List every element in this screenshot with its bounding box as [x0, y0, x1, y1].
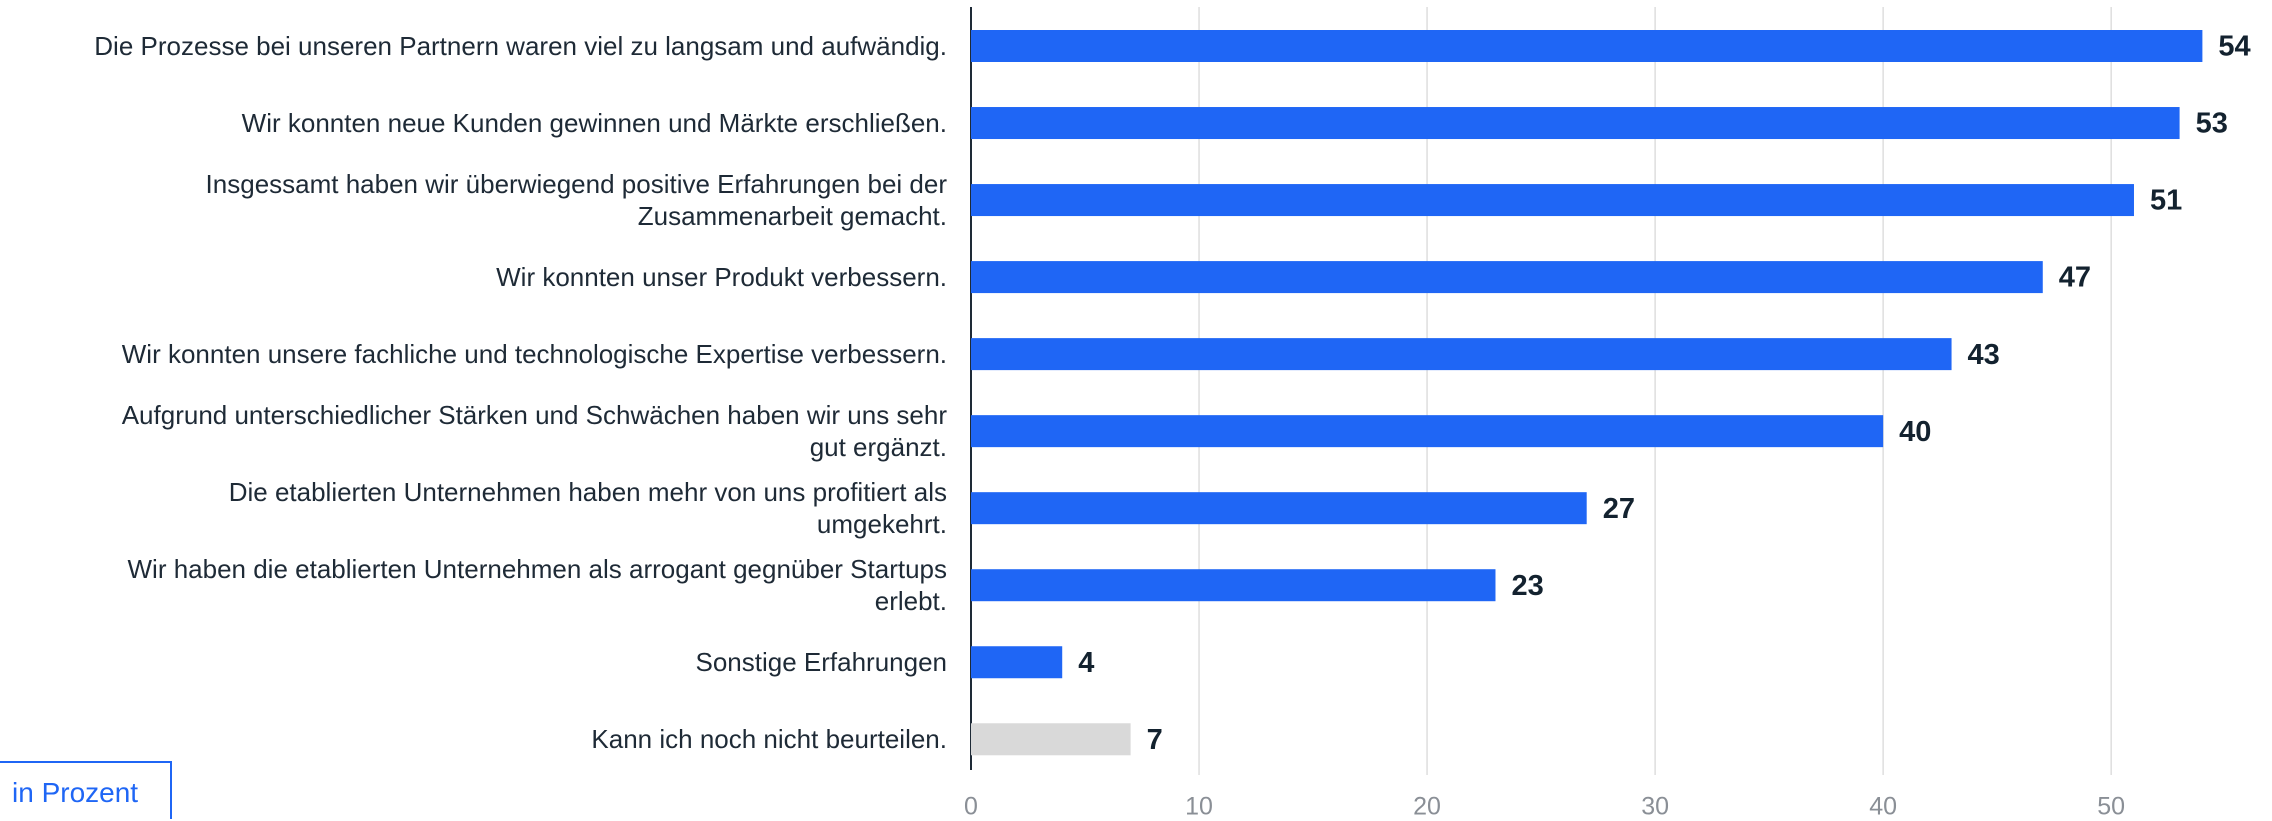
- bar: [971, 30, 2203, 62]
- category-label: Die etablierten Unternehmen haben mehr v…: [228, 477, 947, 540]
- value-label: 53: [2196, 108, 2228, 140]
- x-tick-label: 40: [1869, 793, 1897, 821]
- x-tick-label: 30: [1641, 793, 1669, 821]
- category-label: Wir konnten neue Kunden gewinnen und Mär…: [241, 108, 947, 139]
- value-label: 27: [1603, 493, 1635, 525]
- category-label: Aufgrund unterschiedlicher Stärken und S…: [121, 400, 947, 463]
- bar: [971, 338, 1952, 371]
- value-label: 47: [2059, 262, 2091, 294]
- value-label: 23: [1511, 570, 1543, 602]
- value-label: 51: [2150, 185, 2182, 217]
- category-label: Insgessamt haben wir überwiegend positiv…: [205, 169, 947, 232]
- category-label: Sonstige Erfahrungen: [695, 647, 947, 678]
- bar: [971, 646, 1063, 679]
- x-tick-label: 10: [1185, 793, 1213, 821]
- value-label: 54: [2218, 31, 2250, 63]
- x-tick-label: 50: [2097, 793, 2125, 821]
- bar: [971, 415, 1884, 448]
- category-label: Wir konnten unser Produkt verbessern.: [496, 262, 947, 293]
- value-label: 43: [1968, 339, 2000, 371]
- value-label: 40: [1899, 416, 1931, 448]
- bar: [971, 184, 2134, 217]
- category-label: Wir konnten unsere fachliche und technol…: [121, 339, 947, 370]
- bar: [971, 492, 1587, 525]
- bar: [971, 723, 1131, 756]
- category-label: Wir haben die etablierten Unternehmen al…: [127, 554, 948, 617]
- x-tick-label: 0: [964, 793, 978, 821]
- bar: [971, 107, 2180, 140]
- x-tick-label: 20: [1413, 793, 1441, 821]
- bar: [971, 569, 1496, 602]
- value-label: 4: [1078, 647, 1094, 679]
- value-label: 7: [1147, 724, 1163, 756]
- category-label: Die Prozesse bei unseren Partnern waren …: [94, 31, 947, 61]
- category-label: Kann ich noch nicht beurteilen.: [591, 724, 947, 755]
- unit-label: in Prozent: [0, 761, 172, 819]
- bar: [971, 261, 2043, 294]
